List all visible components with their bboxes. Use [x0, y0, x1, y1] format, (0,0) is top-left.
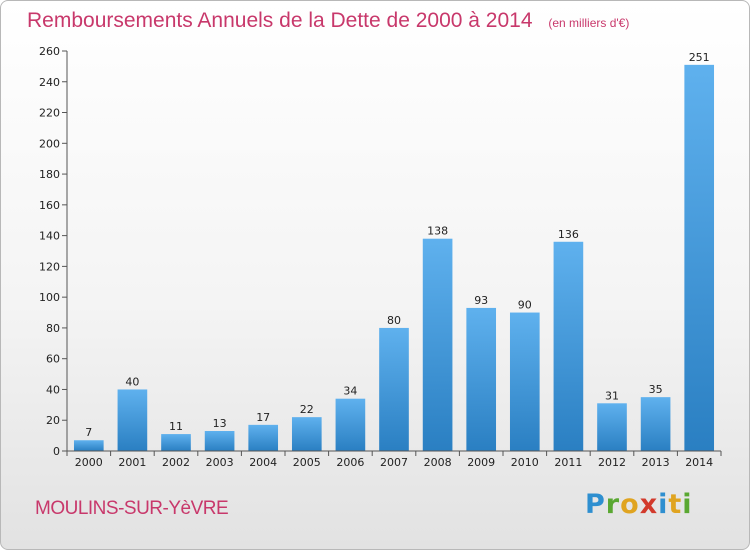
- x-tick-label: 2001: [118, 456, 146, 469]
- x-tick-label: 2008: [424, 456, 452, 469]
- bar-value-label: 251: [689, 51, 710, 64]
- bar-2003: [204, 431, 235, 451]
- bar-value-label: 138: [427, 225, 448, 238]
- bar-value-label: 13: [213, 417, 227, 430]
- x-tick-label: 2007: [380, 456, 408, 469]
- x-tick-label: 2004: [249, 456, 277, 469]
- x-tick-label: 2005: [293, 456, 321, 469]
- y-tick-label: 200: [39, 137, 60, 150]
- x-tick-label: 2013: [642, 456, 670, 469]
- bar-2011: [553, 241, 584, 451]
- bar-2013: [640, 397, 671, 451]
- bar-value-label: 11: [169, 420, 183, 433]
- bar-2002: [161, 434, 191, 451]
- chart-unit: (en milliers d'€): [548, 16, 630, 30]
- bar-2005: [291, 417, 322, 451]
- bar-2014: [684, 64, 715, 451]
- y-tick-label: 20: [46, 414, 60, 427]
- y-tick-label: 220: [39, 107, 60, 120]
- bar-value-label: 22: [300, 403, 314, 416]
- city-name: MOULINS-SUR-YèVRE: [35, 498, 229, 519]
- bars: 7 40 11 13 17 22 34 80 138 93 90 136 31 35 251: [73, 51, 715, 451]
- bar-2000: [73, 440, 104, 451]
- y-axis: 0 20 40 60 80 100 120 140 160 180 200 220 240 260: [39, 45, 68, 458]
- proxiti-logo: Proxiti: [585, 489, 693, 520]
- y-tick-label: 40: [46, 383, 60, 396]
- y-tick-label: 60: [46, 353, 60, 366]
- bar-value-label: 31: [605, 389, 619, 402]
- chart-title: Remboursements Annuels de la Dette de 20…: [27, 9, 629, 33]
- bar-value-label: 35: [649, 383, 663, 396]
- bar-2004: [248, 424, 279, 451]
- y-tick-label: 120: [39, 260, 60, 273]
- x-tick-label: 2012: [598, 456, 626, 469]
- bar-2009: [466, 307, 497, 451]
- bar-value-label: 136: [558, 228, 579, 241]
- bar-value-label: 7: [85, 426, 92, 439]
- bar-2010: [509, 312, 540, 451]
- bar-value-label: 93: [474, 294, 488, 307]
- bar-2007: [379, 327, 409, 451]
- x-axis: 2000 2001 2002 2003 2004 2005 2006 2007 2008 2009…: [66, 450, 722, 469]
- x-tick-label: 2010: [511, 456, 539, 469]
- y-tick-label: 80: [46, 322, 60, 335]
- y-tick-label: 140: [39, 230, 60, 243]
- chart-title-text: Remboursements Annuels de la Dette de 20…: [27, 9, 533, 32]
- bar-value-label: 34: [343, 385, 357, 398]
- bar-2001: [117, 389, 148, 451]
- bar-2012: [597, 403, 627, 451]
- y-tick-label: 100: [39, 291, 60, 304]
- bar-value-label: 80: [387, 314, 401, 327]
- bar-value-label: 40: [125, 375, 139, 388]
- x-tick-label: 2014: [685, 456, 713, 469]
- x-tick-label: 2002: [162, 456, 190, 469]
- bar-value-label: 90: [518, 299, 532, 312]
- x-tick-label: 2011: [554, 456, 582, 469]
- y-tick-label: 260: [39, 45, 60, 58]
- y-tick-label: 180: [39, 168, 60, 181]
- y-tick-label: 240: [39, 76, 60, 89]
- x-tick-label: 2003: [206, 456, 234, 469]
- x-tick-label: 2000: [75, 456, 103, 469]
- bar-value-label: 17: [256, 411, 270, 424]
- x-tick-label: 2006: [336, 456, 364, 469]
- bar-2006: [335, 398, 366, 451]
- y-tick-label: 0: [53, 445, 60, 458]
- x-tick-label: 2009: [467, 456, 495, 469]
- y-tick-label: 160: [39, 199, 60, 212]
- bar-2008: [422, 238, 453, 451]
